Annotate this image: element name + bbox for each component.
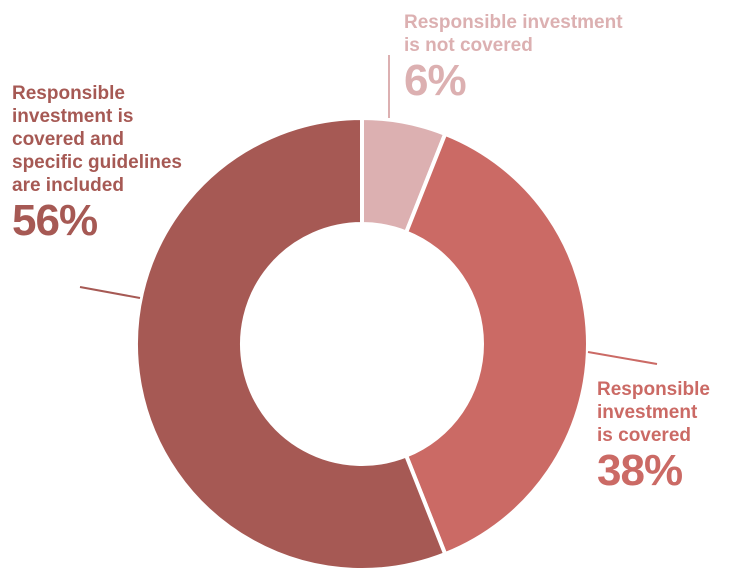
slice-label-covered-with-guidelines: Responsible investment is covered and sp…: [12, 82, 182, 245]
slices-group: [134, 116, 590, 572]
slice-value-label: 56%: [12, 196, 98, 245]
leader-line-covered-with-guidelines: [79, 286, 141, 299]
slice-value-label: 38%: [597, 446, 683, 495]
slice-value-label: 6%: [404, 56, 467, 105]
slice-label-text: Responsible investment is covered and sp…: [12, 83, 182, 196]
slice-label-text: Responsible investment is covered: [597, 379, 710, 446]
slice-covered: [404, 131, 590, 557]
slice-label-text: Responsible investment is not covered: [404, 12, 623, 56]
leader-lines: [79, 55, 658, 365]
leader-line-covered: [587, 351, 658, 365]
slice-label-covered: Responsible investment is covered 38%: [597, 378, 710, 495]
slice-label-not-covered: Responsible investment is not covered 6%: [404, 11, 623, 105]
slice-covered-with-guidelines: [134, 116, 448, 572]
